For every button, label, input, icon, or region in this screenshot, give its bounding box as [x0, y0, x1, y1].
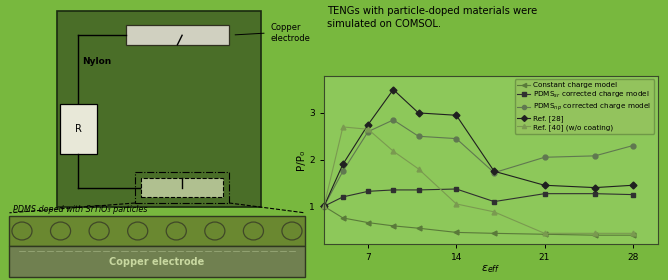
Constant charge model: [364, 221, 372, 224]
PDMS$_{np}$ corrected charge model: [415, 135, 423, 138]
PDMS$_{np}$ corrected charge model: [389, 118, 397, 122]
PDMS$_{sr}$ corrected charge model: [591, 192, 599, 195]
PDMS$_{sr}$ corrected charge model: [540, 192, 548, 195]
Ref. [28]: [320, 205, 328, 208]
Ref. [28]: [452, 114, 460, 117]
PDMS$_{sr}$ corrected charge model: [490, 200, 498, 203]
PDMS$_{sr}$ corrected charge model: [415, 188, 423, 192]
PDMS$_{np}$ corrected charge model: [320, 205, 328, 208]
Ref. [40] (w/o coating): [320, 205, 328, 208]
PDMS$_{np}$ corrected charge model: [591, 154, 599, 158]
Y-axis label: P/P₀: P/P₀: [297, 150, 307, 170]
Ref. [40] (w/o coating): [389, 150, 397, 153]
Line: Ref. [40] (w/o coating): Ref. [40] (w/o coating): [321, 125, 635, 236]
Text: PDMS doped with SrTiO₃ particles: PDMS doped with SrTiO₃ particles: [13, 205, 147, 214]
Text: R: R: [75, 124, 82, 134]
FancyBboxPatch shape: [59, 104, 98, 154]
Ref. [40] (w/o coating): [415, 167, 423, 171]
Constant charge model: [339, 216, 347, 220]
Ref. [40] (w/o coating): [629, 232, 637, 235]
Line: PDMS$_{np}$ corrected charge model: PDMS$_{np}$ corrected charge model: [321, 118, 635, 209]
Constant charge model: [540, 233, 548, 236]
Constant charge model: [389, 224, 397, 228]
FancyBboxPatch shape: [126, 25, 229, 45]
FancyBboxPatch shape: [142, 178, 223, 197]
PDMS$_{np}$ corrected charge model: [452, 137, 460, 140]
PDMS$_{sr}$ corrected charge model: [452, 187, 460, 191]
Ref. [40] (w/o coating): [490, 210, 498, 214]
Constant charge model: [320, 205, 328, 208]
Ref. [28]: [389, 88, 397, 91]
Text: Copper
electrode: Copper electrode: [270, 23, 310, 43]
Constant charge model: [629, 234, 637, 237]
PDMS$_{sr}$ corrected charge model: [320, 205, 328, 208]
Line: Constant charge model: Constant charge model: [321, 204, 635, 238]
Constant charge model: [415, 227, 423, 230]
Ref. [28]: [629, 184, 637, 187]
Ref. [28]: [415, 111, 423, 115]
X-axis label: $\varepsilon_{eff}$: $\varepsilon_{eff}$: [482, 263, 500, 275]
Ref. [40] (w/o coating): [339, 125, 347, 129]
Ref. [28]: [591, 186, 599, 189]
Constant charge model: [490, 232, 498, 235]
PDMS$_{sr}$ corrected charge model: [364, 190, 372, 193]
Constant charge model: [591, 234, 599, 237]
Text: Nylon: Nylon: [81, 57, 111, 66]
Text: Copper electrode: Copper electrode: [110, 257, 204, 267]
Line: Ref. [28]: Ref. [28]: [321, 87, 635, 209]
Ref. [28]: [339, 163, 347, 166]
Ref. [40] (w/o coating): [540, 232, 548, 235]
PDMS$_{np}$ corrected charge model: [339, 170, 347, 173]
Ref. [40] (w/o coating): [452, 202, 460, 206]
FancyBboxPatch shape: [9, 246, 305, 277]
Constant charge model: [452, 231, 460, 234]
PDMS$_{sr}$ corrected charge model: [629, 193, 637, 196]
Line: PDMS$_{sr}$ corrected charge model: PDMS$_{sr}$ corrected charge model: [321, 186, 635, 209]
Ref. [28]: [540, 184, 548, 187]
PDMS$_{np}$ corrected charge model: [629, 144, 637, 147]
FancyBboxPatch shape: [57, 11, 261, 207]
PDMS$_{sr}$ corrected charge model: [389, 188, 397, 192]
PDMS$_{sr}$ corrected charge model: [339, 195, 347, 199]
PDMS$_{np}$ corrected charge model: [490, 171, 498, 174]
Ref. [28]: [490, 170, 498, 173]
FancyBboxPatch shape: [9, 216, 305, 246]
Text: TENGs with particle-doped materials were
simulated on COMSOL.: TENGs with particle-doped materials were…: [327, 6, 538, 29]
Ref. [40] (w/o coating): [591, 232, 599, 235]
Ref. [28]: [364, 123, 372, 126]
Legend: Constant charge model, PDMS$_{sr}$ corrected charge model, PDMS$_{np}$ corrected: Constant charge model, PDMS$_{sr}$ corre…: [514, 79, 655, 134]
Ref. [40] (w/o coating): [364, 128, 372, 131]
PDMS$_{np}$ corrected charge model: [364, 130, 372, 133]
PDMS$_{np}$ corrected charge model: [540, 156, 548, 159]
